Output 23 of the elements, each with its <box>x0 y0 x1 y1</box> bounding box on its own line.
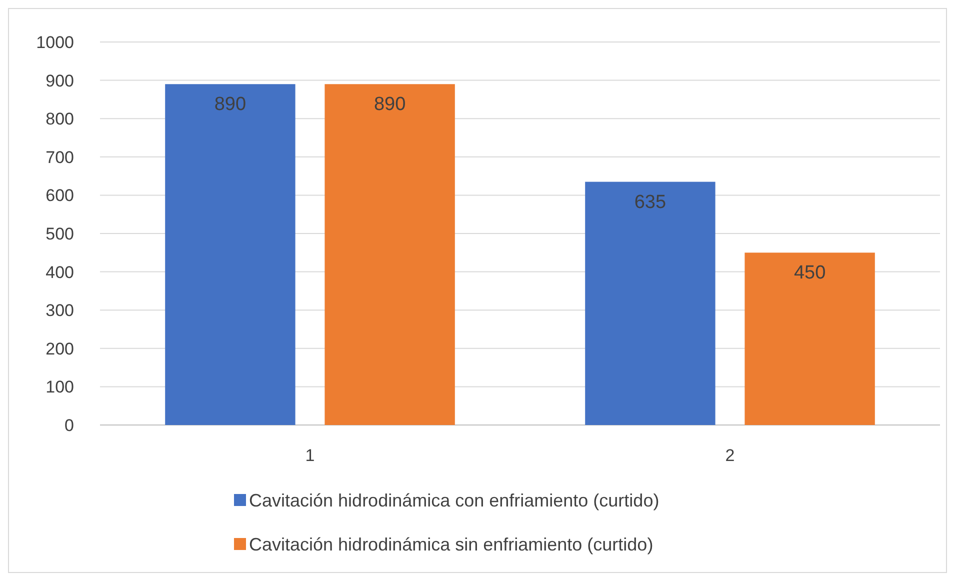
y-tick-label: 900 <box>46 71 74 90</box>
y-tick-label: 0 <box>64 416 74 435</box>
data-label: 890 <box>374 94 406 116</box>
x-tick-label: 1 <box>305 446 315 465</box>
bar <box>744 252 875 425</box>
legend-label: Cavitación hidrodinámica con enfriamiento (curtido) <box>249 490 660 510</box>
y-tick-label: 200 <box>46 339 74 358</box>
bar <box>324 84 455 425</box>
y-tick-label: 1000 <box>36 32 74 52</box>
y-tick-label: 100 <box>46 378 74 397</box>
legend-label: Cavitación hidrodinámica sin enfriamiento (curtido) <box>249 534 654 554</box>
bar <box>585 182 716 425</box>
y-tick-label: 500 <box>46 224 74 244</box>
data-label: 890 <box>214 94 246 116</box>
y-tick-label: 300 <box>46 301 74 320</box>
y-tick-label: 800 <box>46 110 74 129</box>
y-tick-label: 400 <box>46 262 74 282</box>
bar <box>165 84 296 425</box>
data-label: 450 <box>794 262 826 284</box>
y-tick-label: 700 <box>46 148 74 167</box>
x-tick-label: 2 <box>725 446 735 465</box>
y-tick-label: 600 <box>46 186 74 206</box>
data-label: 635 <box>634 192 666 213</box>
